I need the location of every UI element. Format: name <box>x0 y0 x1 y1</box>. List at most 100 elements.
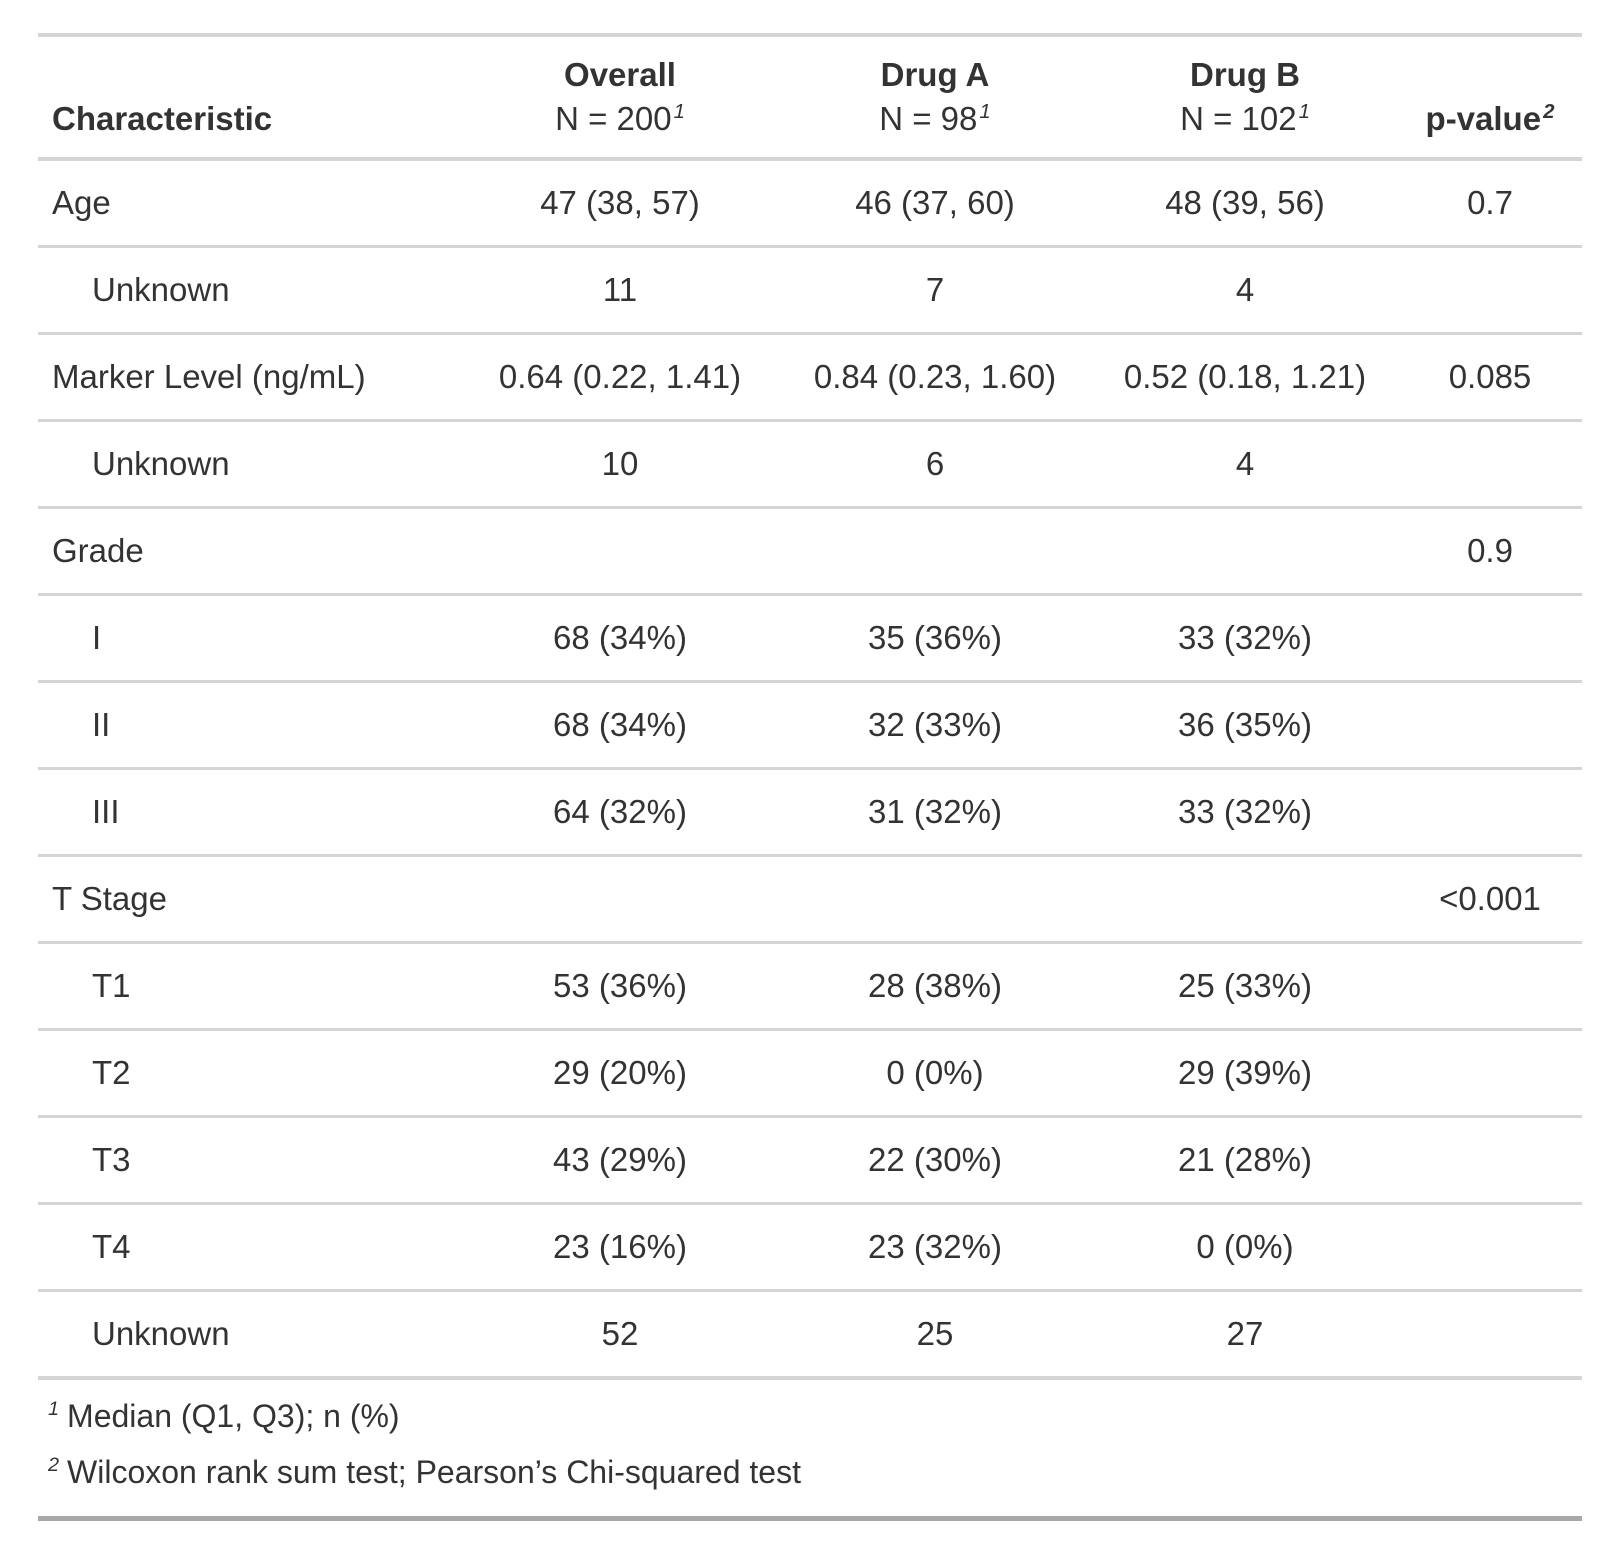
cell-drug-b: 48 (39, 56) <box>1165 184 1325 221</box>
footnotes: 1 Median (Q1, Q3); n (%) 2 Wilcoxon rank s… <box>38 1380 1582 1516</box>
cell-pvalue <box>1398 419 1582 508</box>
cell-drug-b: 4 <box>1092 245 1398 334</box>
col-header-label: p-value2 <box>1406 97 1574 141</box>
cell-characteristic: Grade <box>38 506 462 595</box>
table-row: Marker Level (ng/mL) 0.64 (0.22, 1.41) 0.8… <box>38 332 1582 421</box>
table-body: Age 47 (38, 57) 46 (37, 60) 48 (39, 56) 0.7 U… <box>38 159 1582 1378</box>
col-header-label: Drug B <box>1190 56 1300 93</box>
cell-drug-a <box>778 854 1092 943</box>
cell-drug-b: 27 <box>1092 1289 1398 1378</box>
cell-drug-b: 33 (32%) <box>1092 593 1398 682</box>
cell-overall: 11 <box>462 245 778 334</box>
table-row: Age 47 (38, 57) 46 (37, 60) 48 (39, 56) 0.7 <box>38 159 1582 247</box>
cell-overall: 43 (29%) <box>462 1115 778 1204</box>
cell-drug-b: 0.52 (0.18, 1.21) <box>1092 332 1398 421</box>
cell-overall: 10 <box>462 419 778 508</box>
cell-pvalue <box>1398 941 1582 1030</box>
cell-overall: 52 <box>462 1289 778 1378</box>
cell-overall <box>462 854 778 943</box>
cell-overall: 53 (36%) <box>462 941 778 1030</box>
cell-characteristic: I <box>38 593 462 682</box>
cell-drug-a: 28 (38%) <box>778 941 1092 1030</box>
cell-characteristic: Age <box>52 184 111 221</box>
footnote-marker: 2 <box>48 1454 60 1477</box>
cell-drug-b: 33 (32%) <box>1092 767 1398 856</box>
cell-overall: 64 (32%) <box>462 767 778 856</box>
cell-pvalue <box>1398 767 1582 856</box>
cell-overall: 47 (38, 57) <box>540 184 700 221</box>
table-row: Grade 0.9 <box>38 506 1582 595</box>
n-count: N = 200 <box>555 100 672 137</box>
cell-drug-a: 7 <box>778 245 1092 334</box>
cell-drug-a: 22 (30%) <box>778 1115 1092 1204</box>
footnote-ref-1: 1 <box>673 100 685 123</box>
cell-overall: 0.64 (0.22, 1.41) <box>462 332 778 421</box>
col-header-n: N = 1021 <box>1100 97 1390 141</box>
cell-overall: 68 (34%) <box>462 680 778 769</box>
footnote-ref-2: 2 <box>1543 100 1555 123</box>
table-row: T Stage <0.001 <box>38 854 1582 943</box>
cell-overall: 68 (34%) <box>462 593 778 682</box>
cell-characteristic: III <box>38 767 462 856</box>
col-header-characteristic: Characteristic <box>38 35 462 161</box>
cell-pvalue <box>1398 245 1582 334</box>
cell-drug-a: 0.84 (0.23, 1.60) <box>778 332 1092 421</box>
cell-drug-b <box>1092 506 1398 595</box>
summary-table: Characteristic Overall N = 2001 Drug A N… <box>38 33 1582 1380</box>
cell-drug-a: 35 (36%) <box>778 593 1092 682</box>
cell-drug-b: 0 (0%) <box>1092 1202 1398 1291</box>
col-header-drug-a: Drug A N = 981 <box>778 35 1092 161</box>
cell-overall <box>462 506 778 595</box>
cell-drug-b: 29 (39%) <box>1092 1028 1398 1117</box>
cell-pvalue <box>1398 593 1582 682</box>
table-row: T2 29 (20%) 0 (0%) 29 (39%) <box>38 1028 1582 1117</box>
cell-overall: 29 (20%) <box>462 1028 778 1117</box>
n-count: N = 102 <box>1180 100 1297 137</box>
col-header-label: Overall <box>564 56 676 93</box>
table-row: III 64 (32%) 31 (32%) 33 (32%) <box>38 767 1582 856</box>
table-row: T1 53 (36%) 28 (38%) 25 (33%) <box>38 941 1582 1030</box>
cell-pvalue <box>1398 1115 1582 1204</box>
table-row: T4 23 (16%) 23 (32%) 0 (0%) <box>38 1202 1582 1291</box>
cell-pvalue: 0.9 <box>1398 506 1582 595</box>
cell-drug-b: 36 (35%) <box>1092 680 1398 769</box>
cell-drug-b: 4 <box>1092 419 1398 508</box>
cell-drug-a: 32 (33%) <box>778 680 1092 769</box>
footnote-text: Wilcoxon rank sum test; Pearson’s Chi-sq… <box>67 1454 801 1490</box>
summary-table-container: Characteristic Overall N = 2001 Drug A N… <box>38 33 1582 1521</box>
cell-pvalue <box>1398 1289 1582 1378</box>
table-row: Unknown 11 7 4 <box>38 245 1582 334</box>
col-header-overall: Overall N = 2001 <box>462 35 778 161</box>
col-header-drug-b: Drug B N = 1021 <box>1092 35 1398 161</box>
footnote-ref-1: 1 <box>979 100 991 123</box>
col-header-label: Drug A <box>880 56 990 93</box>
cell-characteristic: T2 <box>38 1028 462 1117</box>
cell-drug-a: 31 (32%) <box>778 767 1092 856</box>
footnote-1: 1 Median (Q1, Q3); n (%) <box>48 1388 1582 1444</box>
footnote-2: 2 Wilcoxon rank sum test; Pearson’s Chi-s… <box>48 1444 1582 1500</box>
cell-characteristic: T3 <box>38 1115 462 1204</box>
cell-characteristic: Marker Level (ng/mL) <box>38 332 462 421</box>
cell-characteristic: Unknown <box>38 245 462 334</box>
cell-pvalue <box>1398 1028 1582 1117</box>
cell-characteristic: T Stage <box>38 854 462 943</box>
pvalue-label: p-value <box>1425 100 1542 137</box>
cell-pvalue: 0.7 <box>1467 184 1513 221</box>
table-row: I 68 (34%) 35 (36%) 33 (32%) <box>38 593 1582 682</box>
table-row: Unknown 10 6 4 <box>38 419 1582 508</box>
cell-characteristic: Unknown <box>38 419 462 508</box>
cell-drug-b <box>1092 854 1398 943</box>
cell-drug-a: 6 <box>778 419 1092 508</box>
cell-drug-b: 25 (33%) <box>1092 941 1398 1030</box>
cell-pvalue: <0.001 <box>1398 854 1582 943</box>
cell-drug-b: 21 (28%) <box>1092 1115 1398 1204</box>
cell-overall: 23 (16%) <box>462 1202 778 1291</box>
cell-characteristic: II <box>38 680 462 769</box>
footnote-marker: 1 <box>48 1398 60 1421</box>
col-header-n: N = 2001 <box>470 97 770 141</box>
footnote-ref-1: 1 <box>1298 100 1310 123</box>
cell-characteristic: T1 <box>38 941 462 1030</box>
table-row: T3 43 (29%) 22 (30%) 21 (28%) <box>38 1115 1582 1204</box>
footnote-text: Median (Q1, Q3); n (%) <box>67 1398 400 1434</box>
n-count: N = 98 <box>879 100 978 137</box>
